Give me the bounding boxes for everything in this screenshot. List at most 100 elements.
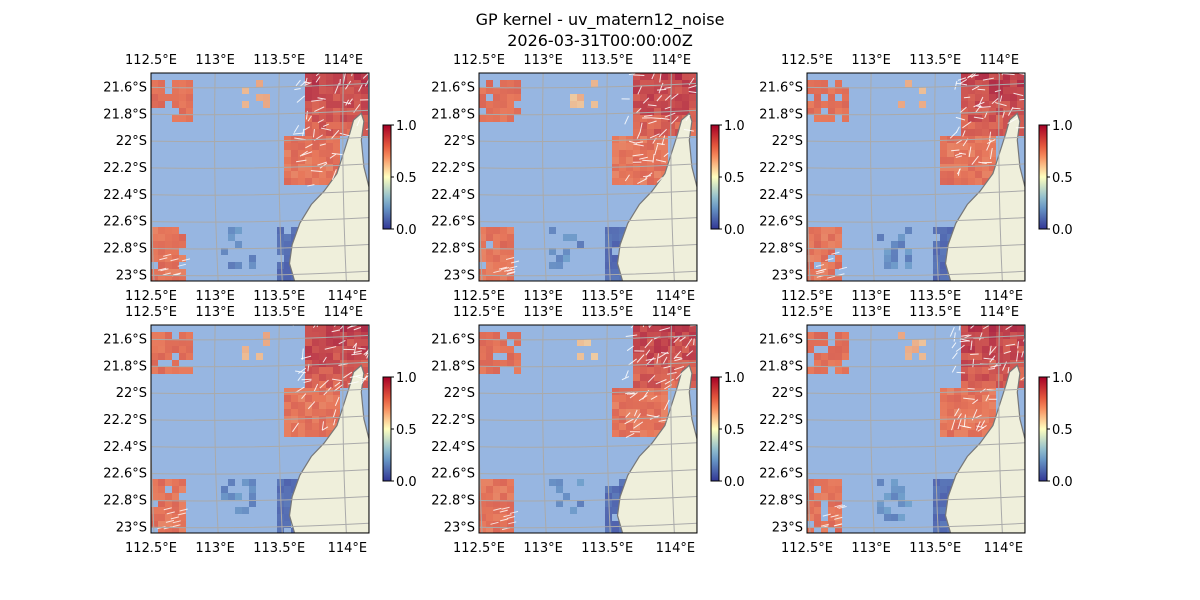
field-cell <box>821 360 828 367</box>
field-cell <box>612 150 619 157</box>
field-cell <box>982 374 989 381</box>
field-cell <box>989 409 996 416</box>
field-cell <box>172 269 179 276</box>
field-cell <box>305 423 312 430</box>
field-cell <box>647 164 654 171</box>
field-cell <box>172 87 179 94</box>
field-cell <box>647 353 654 360</box>
field-cell <box>172 486 179 493</box>
field-cell <box>954 150 961 157</box>
current-vector <box>999 95 1003 102</box>
field-cell <box>947 388 954 395</box>
field-cell <box>989 87 996 94</box>
field-cell <box>284 514 291 521</box>
field-cell <box>821 493 828 500</box>
field-cell <box>814 227 821 234</box>
field-cell <box>947 150 954 157</box>
field-cell <box>500 514 507 521</box>
field-cell <box>968 115 975 122</box>
field-cell <box>668 346 675 353</box>
lat-tick-label: 21.6°S <box>431 80 475 95</box>
field-cell <box>654 164 661 171</box>
field-cell <box>640 374 647 381</box>
current-vector <box>347 98 353 105</box>
field-cell <box>982 430 989 437</box>
field-cell <box>828 269 835 276</box>
field-cell <box>1003 122 1010 129</box>
field-cell <box>333 143 340 150</box>
field-cell <box>619 143 626 150</box>
field-cell <box>940 262 947 269</box>
lon-tick-label-top: 114°E <box>652 305 692 320</box>
field-cell <box>556 255 563 262</box>
gridline-lon <box>934 73 939 281</box>
current-vector <box>163 507 172 511</box>
field-layer <box>479 73 697 281</box>
field-cell <box>493 528 500 533</box>
field-cell <box>647 122 654 129</box>
field-cell <box>514 80 521 87</box>
lat-tick-label: 22.2°S <box>431 413 475 428</box>
field-cell <box>940 171 947 178</box>
field-cell <box>961 122 968 129</box>
field-cell <box>235 227 242 234</box>
field-cell <box>242 101 249 108</box>
lat-tick-label: 21.6°S <box>431 332 475 347</box>
field-cell <box>479 248 486 255</box>
field-cell <box>814 255 821 262</box>
field-cell <box>305 87 312 94</box>
field-cell <box>514 367 521 374</box>
field-cell <box>158 493 165 500</box>
field-cell <box>605 514 612 521</box>
field-cell <box>1010 332 1017 339</box>
field-cell <box>940 395 947 402</box>
field-cell <box>982 129 989 136</box>
field-cell <box>165 500 172 507</box>
field-cell <box>654 80 661 87</box>
field-cell <box>807 262 814 269</box>
current-vector <box>349 374 362 378</box>
gridline-lat <box>479 136 697 143</box>
field-cell <box>640 409 647 416</box>
field-cell <box>249 486 256 493</box>
field-cell <box>1003 80 1010 87</box>
field-cell <box>842 94 849 101</box>
field-cell <box>235 507 242 514</box>
field-cell <box>284 234 291 241</box>
field-cell <box>228 227 235 234</box>
field-cell <box>661 353 668 360</box>
current-vector <box>299 81 307 88</box>
field-cell <box>298 143 305 150</box>
field-cell <box>612 276 619 281</box>
field-cell <box>898 234 905 241</box>
field-cell <box>326 87 333 94</box>
current-vector <box>312 325 317 329</box>
current-vector <box>307 401 316 410</box>
field-cell <box>326 430 333 437</box>
field-cell <box>291 171 298 178</box>
current-vector <box>664 86 672 89</box>
current-vector <box>959 340 970 343</box>
lon-tick-label-top: 112.5°E <box>453 305 505 320</box>
field-cell <box>158 241 165 248</box>
field-cell <box>633 339 640 346</box>
field-cell <box>968 325 975 332</box>
gridline-lat <box>807 388 1025 395</box>
field-cell <box>319 325 326 332</box>
current-vector <box>685 338 693 349</box>
field-cell <box>814 360 821 367</box>
field-cell <box>479 269 486 276</box>
field-cell <box>668 129 675 136</box>
field-cell <box>612 430 619 437</box>
field-cell <box>647 115 654 122</box>
lon-tick-label-bottom: 113°E <box>851 541 891 556</box>
current-vector <box>683 128 694 132</box>
field-cell <box>319 143 326 150</box>
current-vector <box>292 132 305 135</box>
field-cell <box>479 241 486 248</box>
field-cell <box>947 423 954 430</box>
field-cell <box>975 94 982 101</box>
field-cell <box>933 255 940 262</box>
field-cell <box>842 332 849 339</box>
current-vector <box>301 393 307 399</box>
